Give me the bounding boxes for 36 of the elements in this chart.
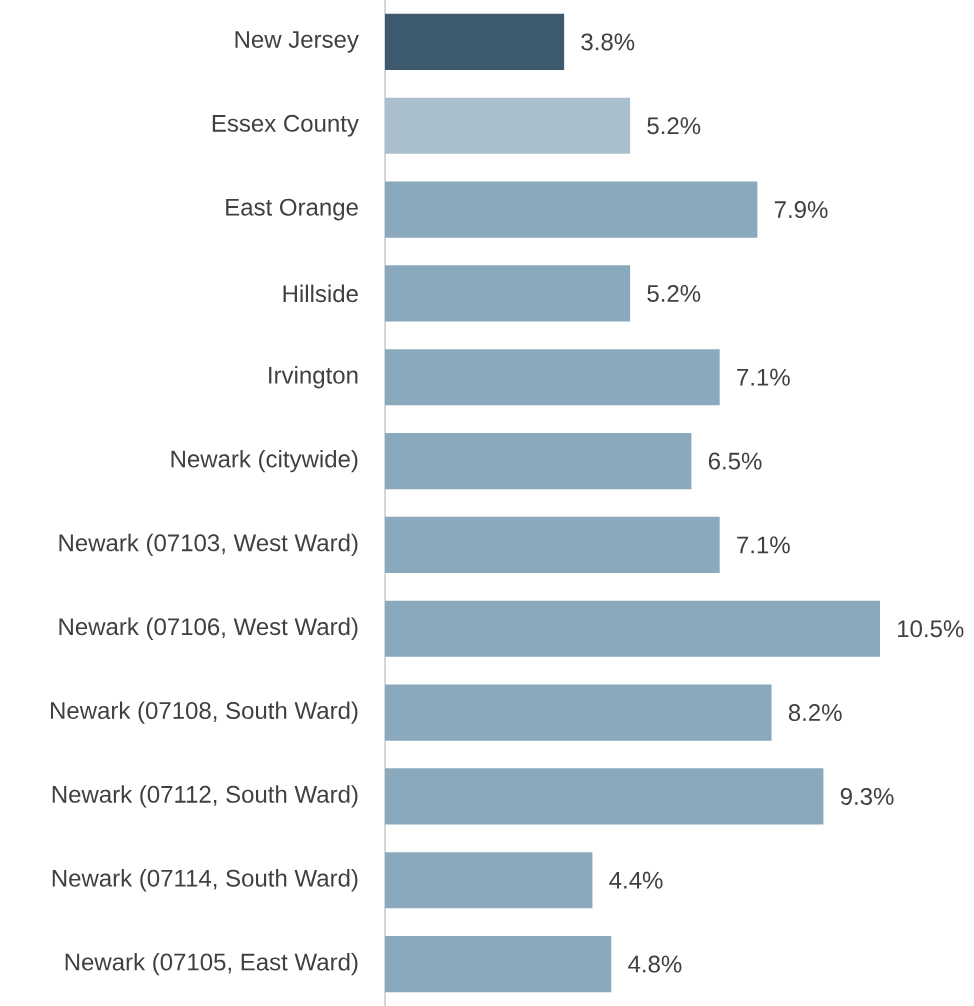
bar (385, 265, 631, 322)
y-tick-label: Newark (citywide) (171, 449, 358, 473)
data-label: 4.4% (609, 871, 663, 889)
bar (385, 600, 880, 657)
bar (385, 433, 692, 490)
bar (385, 181, 758, 238)
data-label: 10.5% (898, 620, 964, 638)
y-tick-label: Irvington (269, 366, 358, 389)
bar (385, 768, 824, 825)
bar (385, 349, 720, 406)
data-label: 3.8% (581, 33, 635, 51)
data-label: 5.2% (647, 284, 701, 302)
bar (385, 97, 631, 154)
y-tick-label: Newark (07103, West Ward) (59, 533, 358, 557)
y-tick-label: Hillside (283, 284, 358, 303)
data-label: 6.5% (708, 452, 762, 470)
y-tick-label: Newark (07108, South Ward) (51, 701, 358, 724)
bar (385, 516, 720, 574)
y-tick-label: East Orange (226, 198, 358, 221)
y-tick-label: Essex County (212, 114, 359, 137)
y-tick-label: Newark (07114, South Ward) (52, 869, 358, 892)
bar (385, 684, 772, 741)
bar (385, 852, 593, 909)
bar (385, 936, 612, 993)
data-label: 9.3% (840, 787, 894, 805)
y-tick-label: Newark (07105, East Ward) (65, 952, 358, 976)
data-label: 4.8% (628, 955, 682, 973)
y-tick-label: New Jersey (235, 31, 359, 53)
data-label: 7.1% (737, 368, 790, 386)
bar (385, 13, 565, 70)
y-tick-label: Newark (07106, West Ward) (59, 617, 358, 640)
data-label: 7.9% (774, 201, 828, 219)
data-label: 7.1% (737, 536, 790, 554)
data-label: 8.2% (788, 704, 842, 722)
data-label: 5.2% (647, 117, 701, 135)
y-tick-label: Newark (07112, South Ward) (52, 785, 358, 808)
